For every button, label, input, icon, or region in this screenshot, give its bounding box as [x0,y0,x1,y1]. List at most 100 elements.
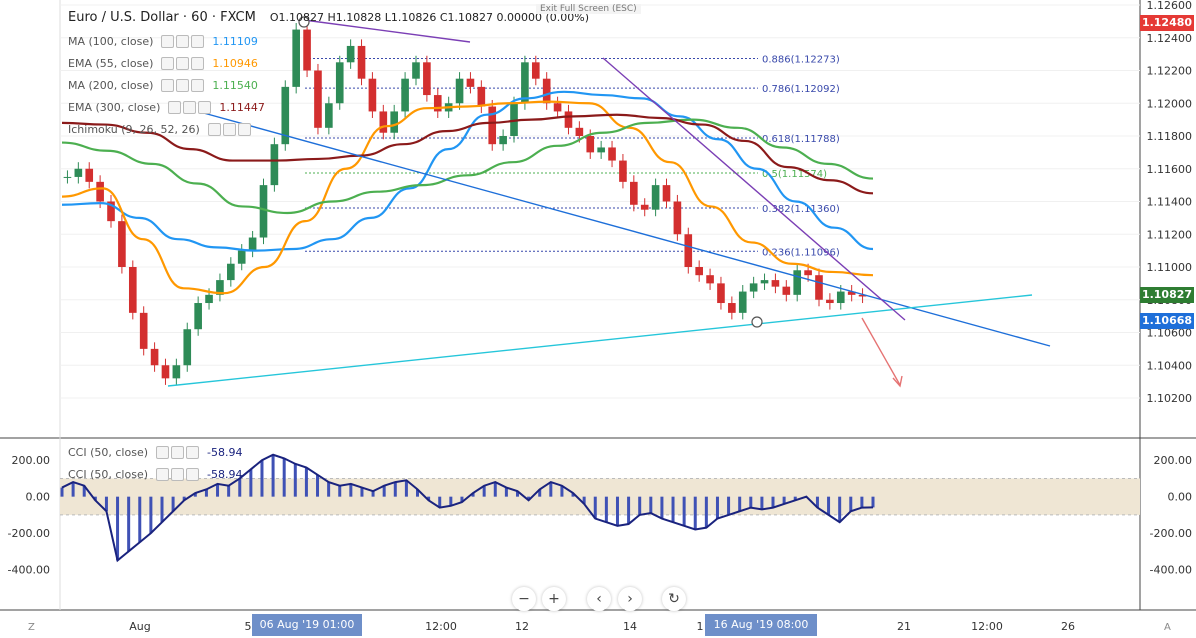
time-tick-label: 12:00 [971,620,1003,633]
indicator-row[interactable]: EMA (300, close) 1.11447 [68,99,265,115]
candle-body [237,250,246,264]
close-icon[interactable] [198,100,212,114]
candle-body [575,127,584,136]
zoom-in-button[interactable]: + [542,587,566,611]
candle-body [85,168,94,182]
cci-tick-right: -400.00 [1150,564,1192,577]
scroll-right-button[interactable]: › [618,587,642,611]
candle-body [738,291,747,313]
ma-line-3 [61,113,874,195]
candle-body [118,221,126,267]
candle-body [499,136,507,145]
corner-a-label[interactable]: A [1164,622,1171,633]
reset-chart-button[interactable]: ↻ [662,587,686,611]
indicator-buttons [156,467,200,481]
price-tick-label: 1.12600 [1147,0,1193,12]
eye-icon[interactable] [161,56,175,70]
candle-body [183,329,192,366]
indicator-row[interactable]: EMA (55, close) 1.10946 [68,55,258,71]
fibonacci-levels: 0.886(1.12273) 0.786(1.12092) 0.618(1.1178… [305,55,840,258]
scroll-left-button[interactable]: ‹ [587,587,611,611]
zoom-out-button[interactable]: − [512,587,536,611]
price-tick-label: 1.11400 [1147,196,1193,209]
candle-body [270,144,279,186]
eye-icon[interactable] [156,445,170,459]
close-icon[interactable] [186,445,200,459]
candle-body [401,78,409,112]
indicator-row[interactable]: CCI (50, close) -58.94 [68,444,242,460]
settings-icon[interactable] [176,34,190,48]
indicator-buttons [161,78,205,92]
cci-tick-left: -400.00 [8,564,50,577]
candle-body [335,62,344,104]
close-icon[interactable] [186,467,200,481]
candle-body [717,283,725,304]
candle-body [292,29,300,87]
price-axis-labels: 1.12600 1.12400 1.12200 1.12000 1.11800 1.116… [1147,0,1193,405]
candle-body [423,62,431,96]
anchor-point-high [298,16,310,28]
settings-icon[interactable] [176,56,190,70]
indicator-row[interactable]: MA (100, close) 1.11109 [68,33,258,49]
indicator-buttons [161,34,205,48]
candle-body [248,237,257,251]
settings-icon[interactable] [171,445,185,459]
eye-icon[interactable] [161,78,175,92]
price-tick-label: 1.10600 [1147,327,1193,340]
corner-z-label[interactable]: Z [28,622,35,633]
eye-icon[interactable] [207,122,221,136]
close-icon[interactable] [191,34,205,48]
indicator-row[interactable]: MA (200, close) 1.11540 [68,77,258,93]
candle-body [531,62,540,79]
price-tick-label: 1.10400 [1147,359,1193,372]
candle-body [390,111,399,133]
candle-body [630,181,638,205]
indicator-value: 1.10946 [212,56,258,70]
candle-body [662,185,671,202]
indicator-label: CCI (50, close) [68,445,149,459]
settings-icon[interactable] [183,100,197,114]
time-tick-label: 14 [623,620,637,633]
candle-body [107,201,115,222]
ma-line-1 [61,100,874,295]
candle-body [172,365,181,379]
eye-icon[interactable] [168,100,182,114]
candle-body [63,176,72,178]
ohlc-readout: O1.10827 H1.10828 L1.10826 C1.10827 0.00… [269,11,590,24]
candle-body [194,303,202,330]
candle-body [608,147,616,161]
close-icon[interactable] [237,122,251,136]
candle-body [564,111,573,128]
candle-body [728,303,736,313]
time-tick-label: 1 [697,620,704,633]
price-tick-label: 1.12200 [1147,65,1193,78]
indicator-row[interactable]: Ichimoku (9, 26, 52, 26) [68,121,259,137]
price-tag-last: 1.10827 [1140,287,1194,303]
candle-body [74,168,83,177]
indicator-value: -58.94 [207,445,243,459]
candle-body [749,283,758,292]
indicator-value: 1.11540 [212,78,258,92]
candle-body [640,204,649,210]
candle-body [216,280,224,295]
close-icon[interactable] [191,78,205,92]
cci-tick-left: 0.00 [26,491,51,504]
candle-body [466,78,475,87]
exit-fullscreen-hint[interactable]: Exit Full Screen (ESC) [536,4,641,14]
price-tick-label: 1.11200 [1147,228,1193,241]
close-icon[interactable] [191,56,205,70]
indicator-row[interactable]: CCI (50, close) -58.94 [68,466,242,482]
indicator-buttons [161,56,205,70]
settings-icon[interactable] [171,467,185,481]
symbol-title[interactable]: Euro / U.S. Dollar · 60 · FXCM [68,10,256,25]
candle-body [488,106,497,145]
indicator-label: EMA (300, close) [68,100,161,114]
candle-body [815,275,823,300]
settings-icon[interactable] [176,78,190,92]
eye-icon[interactable] [161,34,175,48]
candle-body [760,280,769,284]
cci-pane: 200.00 200.00 0.00 0.00 -200.00 -200.00 -400.0… [8,453,1192,577]
eye-icon[interactable] [156,467,170,481]
settings-icon[interactable] [222,122,236,136]
